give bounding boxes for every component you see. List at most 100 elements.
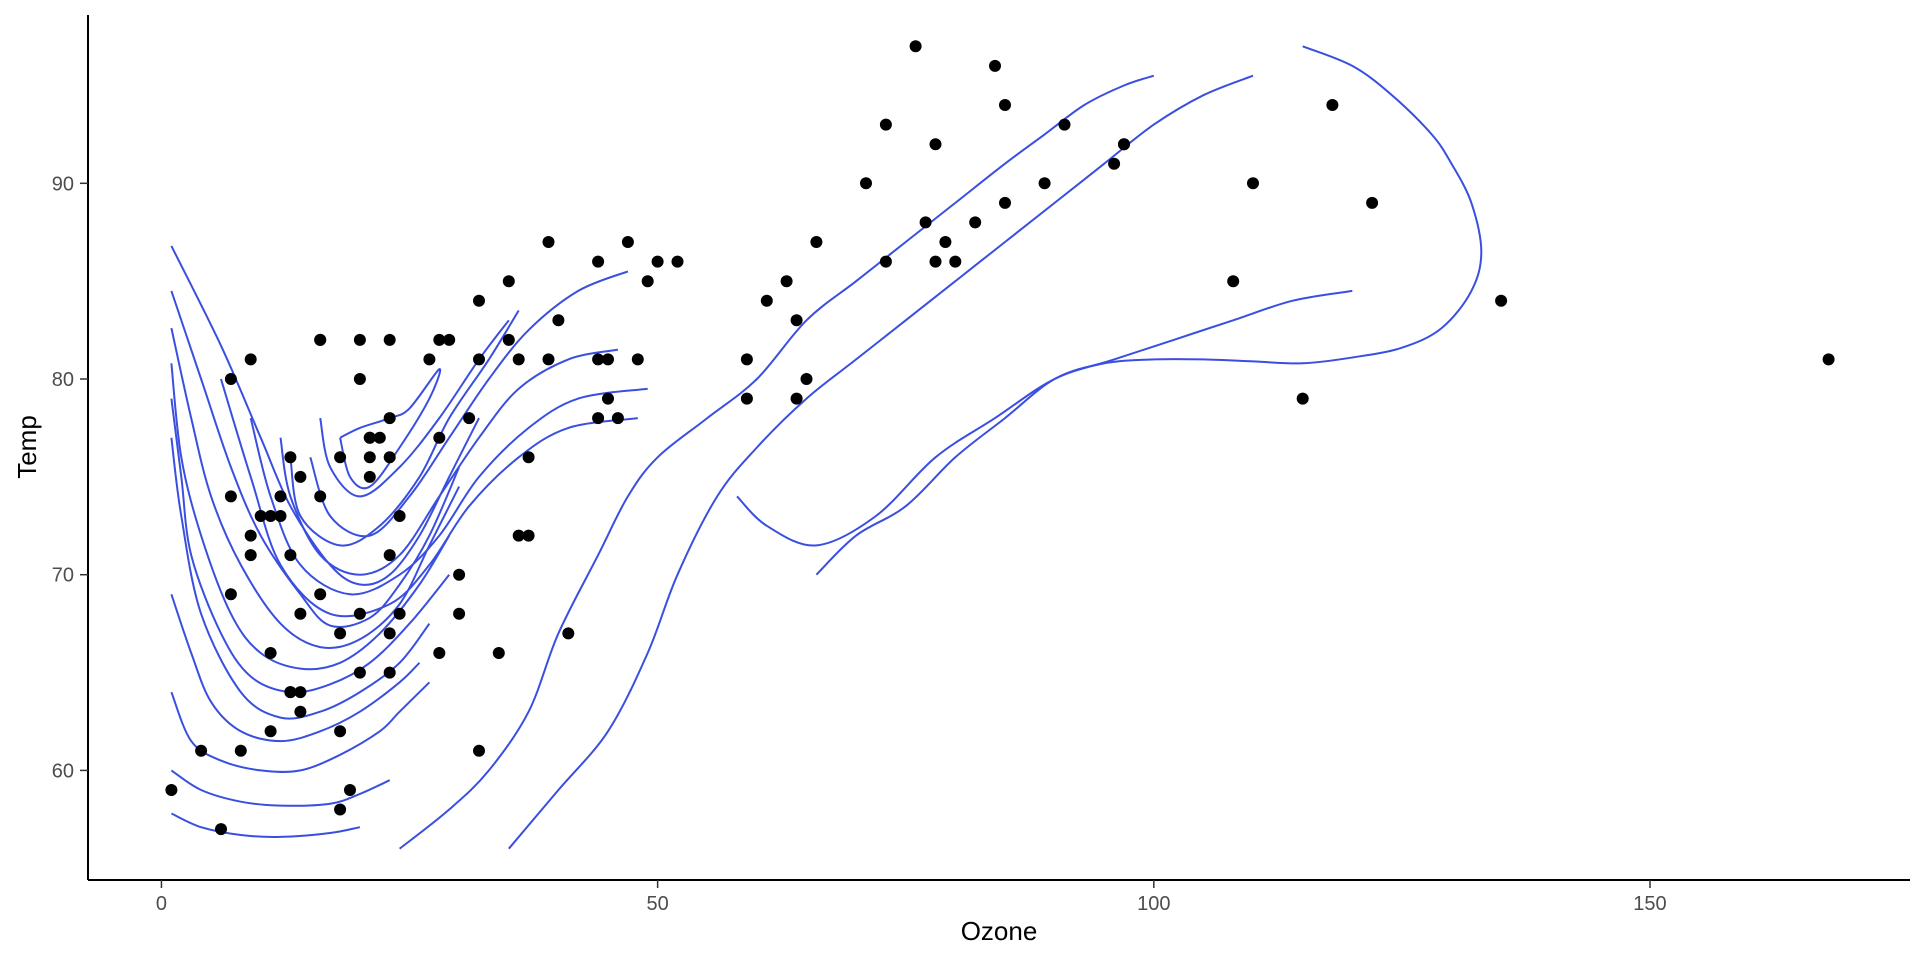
data-point-37 [641, 275, 654, 288]
contour-line-13 [339, 368, 442, 490]
data-point-73 [800, 373, 813, 385]
data-point-23 [383, 627, 396, 640]
data-point-57 [671, 255, 684, 268]
data-point-20 [264, 510, 277, 522]
data-point-11 [264, 647, 277, 659]
data-point-51 [939, 236, 952, 248]
data-point-1 [562, 627, 575, 640]
data-point-113 [453, 568, 466, 581]
x-tick-label: 50 [646, 893, 668, 915]
data-point-93 [473, 294, 485, 307]
data-point-103 [611, 412, 624, 425]
contour-line-17 [220, 378, 638, 618]
data-point-72 [433, 333, 446, 346]
data-point-33 [353, 666, 366, 679]
x-tick-label: 0 [156, 893, 167, 915]
data-point-40 [552, 314, 565, 327]
data-point-98 [592, 353, 605, 366]
data-point-79 [363, 431, 376, 444]
y-tick-label: 60 [52, 760, 74, 782]
data-point-104 [334, 627, 347, 640]
data-point-100 [433, 431, 446, 444]
data-point-106 [393, 607, 406, 620]
data-point-8 [234, 744, 247, 757]
data-point-108 [284, 686, 297, 699]
data-point-55 [1227, 275, 1240, 288]
data-point-96 [363, 470, 376, 483]
data-point-86 [989, 59, 1001, 72]
data-point-6 [383, 666, 396, 679]
contour-line-6 [170, 398, 450, 694]
data-point-25 [1296, 392, 1309, 405]
data-point-66 [502, 275, 515, 288]
data-point-17 [453, 607, 466, 620]
contour-line-2 [170, 769, 391, 807]
data-point-14 [294, 686, 307, 699]
data-point-78 [592, 412, 605, 425]
y-axis-ticks: 60 70 80 90 [52, 173, 88, 782]
data-point-7 [344, 784, 356, 796]
data-point-74 [373, 431, 386, 444]
contour-line-10 [170, 245, 480, 586]
data-point-47 [224, 373, 237, 385]
data-point-71 [592, 255, 605, 268]
data-point-30 [383, 333, 396, 346]
data-point-67 [810, 236, 823, 248]
data-point-112 [294, 705, 307, 718]
data-point-97 [393, 510, 406, 522]
data-point-59 [651, 255, 664, 268]
x-axis-ticks: 0 50 100 150 [156, 880, 1667, 915]
data-point-56 [353, 333, 366, 346]
data-point-61 [740, 353, 753, 366]
contour-line-5 [170, 437, 431, 720]
data-point-69 [1038, 177, 1051, 190]
data-point-28 [860, 177, 872, 190]
data-point-46 [423, 353, 436, 366]
data-point-19 [165, 784, 178, 796]
data-point-3 [274, 490, 287, 503]
data-point-87 [999, 99, 1011, 111]
data-point-88 [1108, 157, 1121, 170]
data-point-84 [909, 40, 922, 53]
contour-line-1 [170, 812, 361, 838]
data-point-35 [284, 451, 297, 464]
data-point-9 [224, 490, 237, 503]
contour-line-21 [815, 45, 1483, 576]
data-point-13 [334, 803, 347, 816]
data-point-12 [294, 607, 307, 620]
data-point-53 [314, 490, 327, 503]
contour-line-14 [309, 270, 629, 538]
contour-line-16 [249, 387, 648, 596]
data-point-85 [1326, 99, 1339, 111]
data-point-89 [929, 138, 942, 151]
x-tick-label: 150 [1633, 893, 1666, 915]
data-point-21 [195, 744, 208, 757]
data-point-111 [224, 588, 237, 601]
data-point-82 [1822, 353, 1835, 366]
contour-line-19 [508, 74, 1254, 850]
data-point-54 [949, 255, 962, 268]
data-point-52 [780, 275, 793, 288]
data-point-68 [1366, 196, 1379, 209]
data-point-102 [284, 549, 297, 562]
data-point-45 [254, 510, 267, 522]
data-point-43 [1118, 138, 1130, 151]
data-point-16 [215, 823, 227, 836]
data-point-49 [502, 333, 515, 346]
data-point-18 [264, 725, 277, 738]
data-point-80 [244, 529, 257, 542]
y-axis-title: Temp [12, 415, 42, 479]
data-point-44 [999, 196, 1011, 209]
y-tick-label: 70 [52, 565, 74, 587]
data-point-2 [512, 529, 525, 542]
data-point-22 [473, 744, 485, 757]
contour-line-12 [319, 319, 510, 498]
data-point-58 [969, 216, 982, 229]
contour-line-15 [279, 348, 619, 576]
data-point-63 [244, 353, 257, 366]
data-point-94 [353, 373, 366, 385]
data-point-15 [492, 647, 505, 659]
y-tick-label: 80 [52, 369, 74, 391]
scatter-points-group [165, 40, 1835, 836]
